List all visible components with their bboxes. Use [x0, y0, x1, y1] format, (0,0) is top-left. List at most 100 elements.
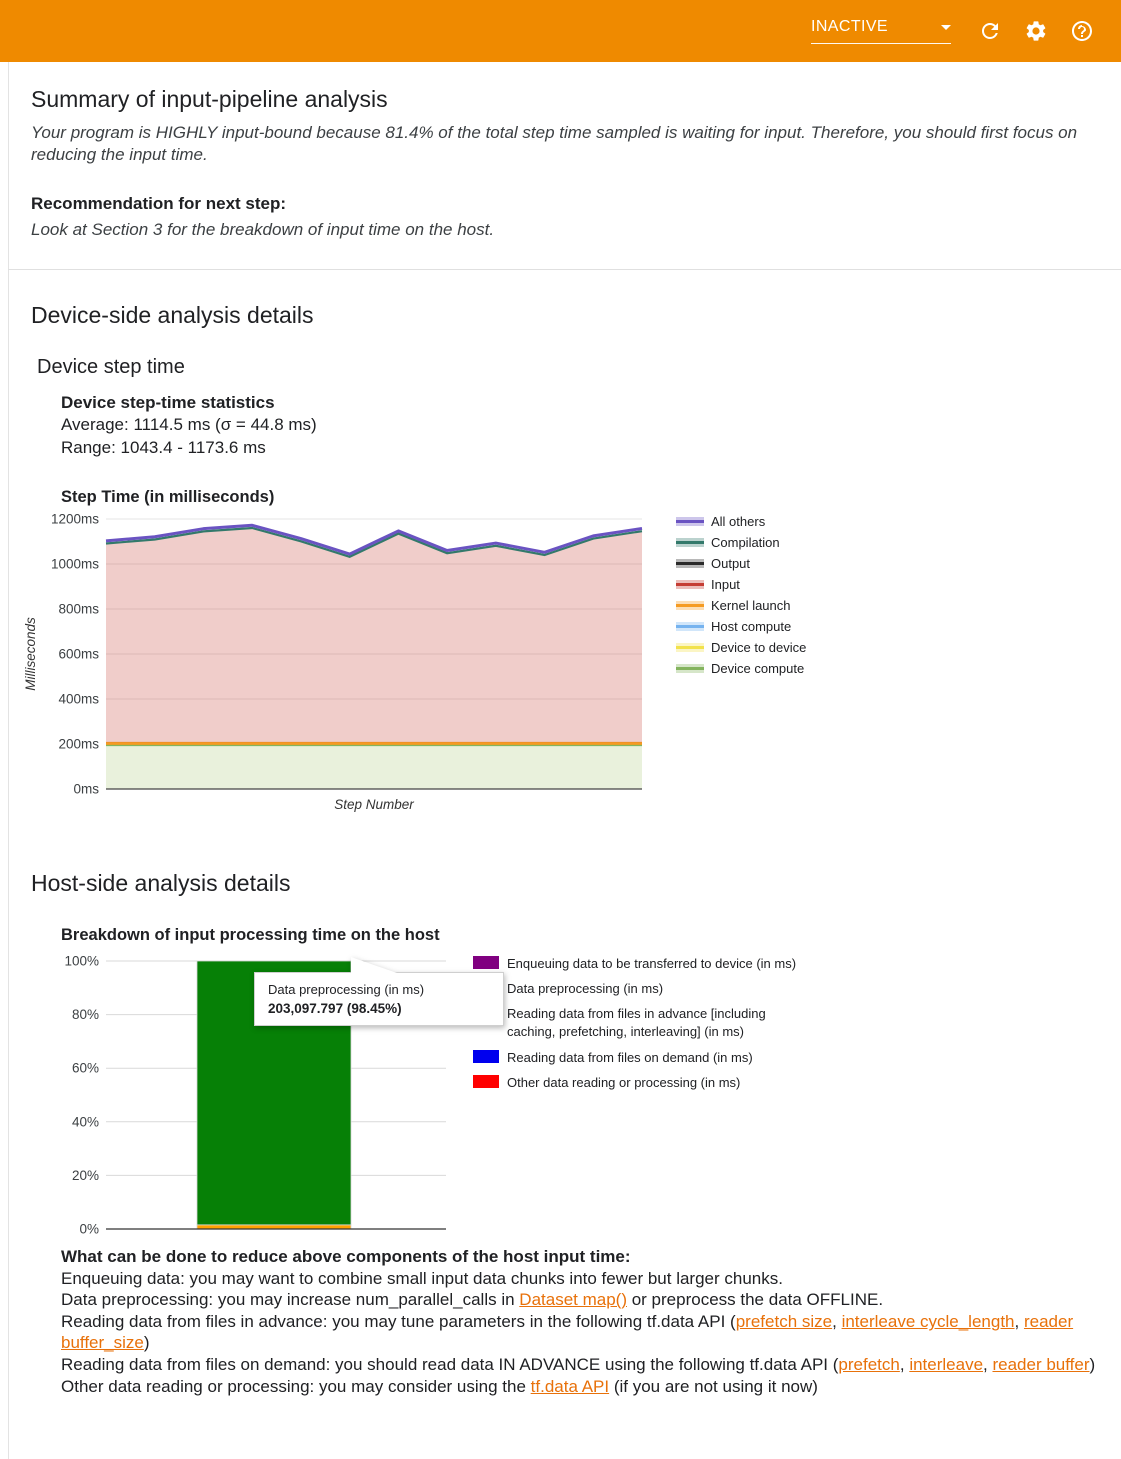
- legend-label: Reading data from files in advance [incl…: [507, 1006, 766, 1040]
- legend-item: Device to device: [676, 637, 806, 658]
- device-step-time-title: Device step time: [37, 356, 185, 379]
- help-icon: [1072, 21, 1092, 41]
- legend-swatch-icon: [676, 663, 704, 673]
- device-chart-area: 0ms 200ms 400ms 600ms 800ms 1000ms 1200ms Step …: [21, 509, 1099, 814]
- main-content: Summary of input-pipeline analysis Your …: [8, 62, 1121, 1459]
- section-divider: [8, 269, 1121, 271]
- legend-label: Input: [711, 576, 740, 592]
- advice-line: Data preprocessing: you may increase num…: [61, 1290, 884, 1310]
- svg-text:Step Number: Step Number: [334, 797, 414, 812]
- svg-text:40%: 40%: [72, 1114, 99, 1129]
- legend-swatch-icon: [676, 642, 704, 652]
- host-advice-block: What can be done to reduce above compone…: [61, 1247, 1099, 1398]
- device-step-time-stats: Device step-time statistics Average: 111…: [61, 392, 1099, 458]
- svg-text:100%: 100%: [64, 953, 99, 968]
- refresh-icon: [982, 23, 998, 39]
- legend-label: Host compute: [711, 618, 792, 634]
- doc-link[interactable]: interleave cycle_length: [841, 1312, 1015, 1332]
- host-side-section: Host-side analysis details Breakdown of …: [31, 870, 1099, 1398]
- svg-text:400ms: 400ms: [58, 691, 99, 706]
- stats-title: Device step-time statistics: [61, 393, 275, 413]
- svg-text:20%: 20%: [72, 1167, 99, 1182]
- svg-text:200ms: 200ms: [58, 736, 99, 751]
- legend-swatch-icon: [676, 621, 704, 631]
- doc-link[interactable]: prefetch: [838, 1355, 900, 1375]
- legend-label: All others: [711, 513, 766, 529]
- legend-item: Compilation: [676, 532, 806, 553]
- legend-item: Output: [676, 553, 806, 574]
- legend-swatch-icon: [473, 1075, 499, 1089]
- legend-item: Input: [676, 574, 806, 595]
- legend-label: Device compute: [711, 660, 805, 676]
- device-section-title: Device-side analysis details: [31, 302, 314, 329]
- legend-label: Compilation: [711, 534, 780, 550]
- chart-tooltip: Data preprocessing (in ms) 203,097.797 (…: [254, 956, 504, 1026]
- legend-label: Reading data from files on demand (in ms…: [507, 1049, 753, 1065]
- legend-label: Other data reading or processing (in ms): [507, 1075, 741, 1091]
- doc-link[interactable]: reader buffer_size: [61, 1312, 1074, 1353]
- device-chart-title: Step Time (in milliseconds): [61, 487, 275, 506]
- legend-swatch-icon: [473, 955, 499, 969]
- advice-line: Reading data from files on demand: you s…: [61, 1355, 1096, 1375]
- advice-line: Reading data from files in advance: you …: [61, 1312, 1074, 1353]
- legend-item: Reading data from files in advance [incl…: [473, 1005, 808, 1041]
- legend-label: Kernel launch: [711, 597, 791, 613]
- device-chart-legend: All others Compilation Output Input Kernel l…: [676, 511, 806, 679]
- gear-icon: [1026, 21, 1046, 41]
- svg-text:0%: 0%: [79, 1221, 99, 1236]
- recommendation-label: Recommendation for next step:: [31, 193, 287, 213]
- recommendation-text: Look at Section 3 for the breakdown of i…: [31, 219, 495, 239]
- doc-link[interactable]: prefetch size: [735, 1312, 833, 1332]
- dropdown-caret-icon: [941, 24, 951, 30]
- settings-button[interactable]: [1024, 19, 1048, 43]
- legend-swatch-icon: [676, 537, 704, 547]
- legend-swatch-icon: [473, 1049, 499, 1063]
- svg-text:1200ms: 1200ms: [51, 511, 99, 526]
- svg-text:80%: 80%: [72, 1007, 99, 1022]
- advice-line: Enqueuing data: you may want to combine …: [61, 1268, 783, 1288]
- run-status-value: INACTIVE: [811, 18, 888, 35]
- legend-label: Device to device: [711, 639, 807, 655]
- svg-text:800ms: 800ms: [58, 601, 99, 616]
- legend-item: Device compute: [676, 658, 806, 679]
- doc-link[interactable]: Dataset map(): [519, 1290, 627, 1310]
- host-section-title: Host-side analysis details: [31, 869, 291, 896]
- device-side-section: Device-side analysis details Device step…: [23, 302, 1099, 813]
- help-button[interactable]: [1070, 19, 1094, 43]
- summary-section: Summary of input-pipeline analysis Your …: [31, 86, 1099, 241]
- device-step-time-chart[interactable]: 0ms 200ms 400ms 600ms 800ms 1000ms 1200ms Step …: [21, 509, 666, 814]
- legend-label: Data preprocessing (in ms): [507, 981, 664, 997]
- run-status-select[interactable]: INACTIVE: [811, 18, 951, 44]
- host-chart-legend: Enqueuing data to be transferred to devi…: [473, 955, 808, 1100]
- summary-text: Your program is HIGHLY input-bound becau…: [31, 123, 1078, 165]
- legend-item: Other data reading or processing (in ms): [473, 1074, 808, 1092]
- svg-text:0ms: 0ms: [73, 781, 99, 796]
- host-chart-area: 0% 20% 40% 60% 80% 100% Data preprocessing (i…: [21, 951, 1099, 1239]
- stats-range: Range: 1043.4 - 1173.6 ms: [61, 437, 266, 457]
- legend-item: Reading data from files on demand (in ms…: [473, 1049, 808, 1067]
- tooltip-value: 203,097.797 (98.45%): [268, 1000, 402, 1016]
- svg-text:1000ms: 1000ms: [51, 556, 99, 571]
- app-toolbar: INACTIVE: [0, 0, 1121, 62]
- advice-line: Other data reading or processing: you ma…: [61, 1377, 818, 1397]
- legend-swatch-icon: [676, 558, 704, 568]
- doc-link[interactable]: interleave: [909, 1355, 984, 1375]
- host-chart-title: Breakdown of input processing time on th…: [61, 925, 440, 944]
- svg-text:600ms: 600ms: [58, 646, 99, 661]
- legend-item: Enqueuing data to be transferred to devi…: [473, 955, 808, 973]
- refresh-button[interactable]: [978, 19, 1002, 43]
- legend-item: All others: [676, 511, 806, 532]
- advice-title: What can be done to reduce above compone…: [61, 1246, 631, 1266]
- legend-swatch-icon: [676, 516, 704, 526]
- legend-item: Kernel launch: [676, 595, 806, 616]
- page-title: Summary of input-pipeline analysis: [31, 86, 388, 112]
- legend-item: Data preprocessing (in ms): [473, 980, 808, 998]
- svg-text:Milliseconds: Milliseconds: [23, 617, 38, 691]
- bar-segment[interactable]: [196, 1224, 352, 1229]
- doc-link[interactable]: tf.data API: [530, 1377, 610, 1397]
- doc-link[interactable]: reader buffer: [992, 1355, 1090, 1375]
- legend-label: Enqueuing data to be transferred to devi…: [507, 955, 797, 971]
- legend-item: Host compute: [676, 616, 806, 637]
- svg-text:60%: 60%: [72, 1060, 99, 1075]
- stats-average: Average: 1114.5 ms (σ = 44.8 ms): [61, 415, 317, 435]
